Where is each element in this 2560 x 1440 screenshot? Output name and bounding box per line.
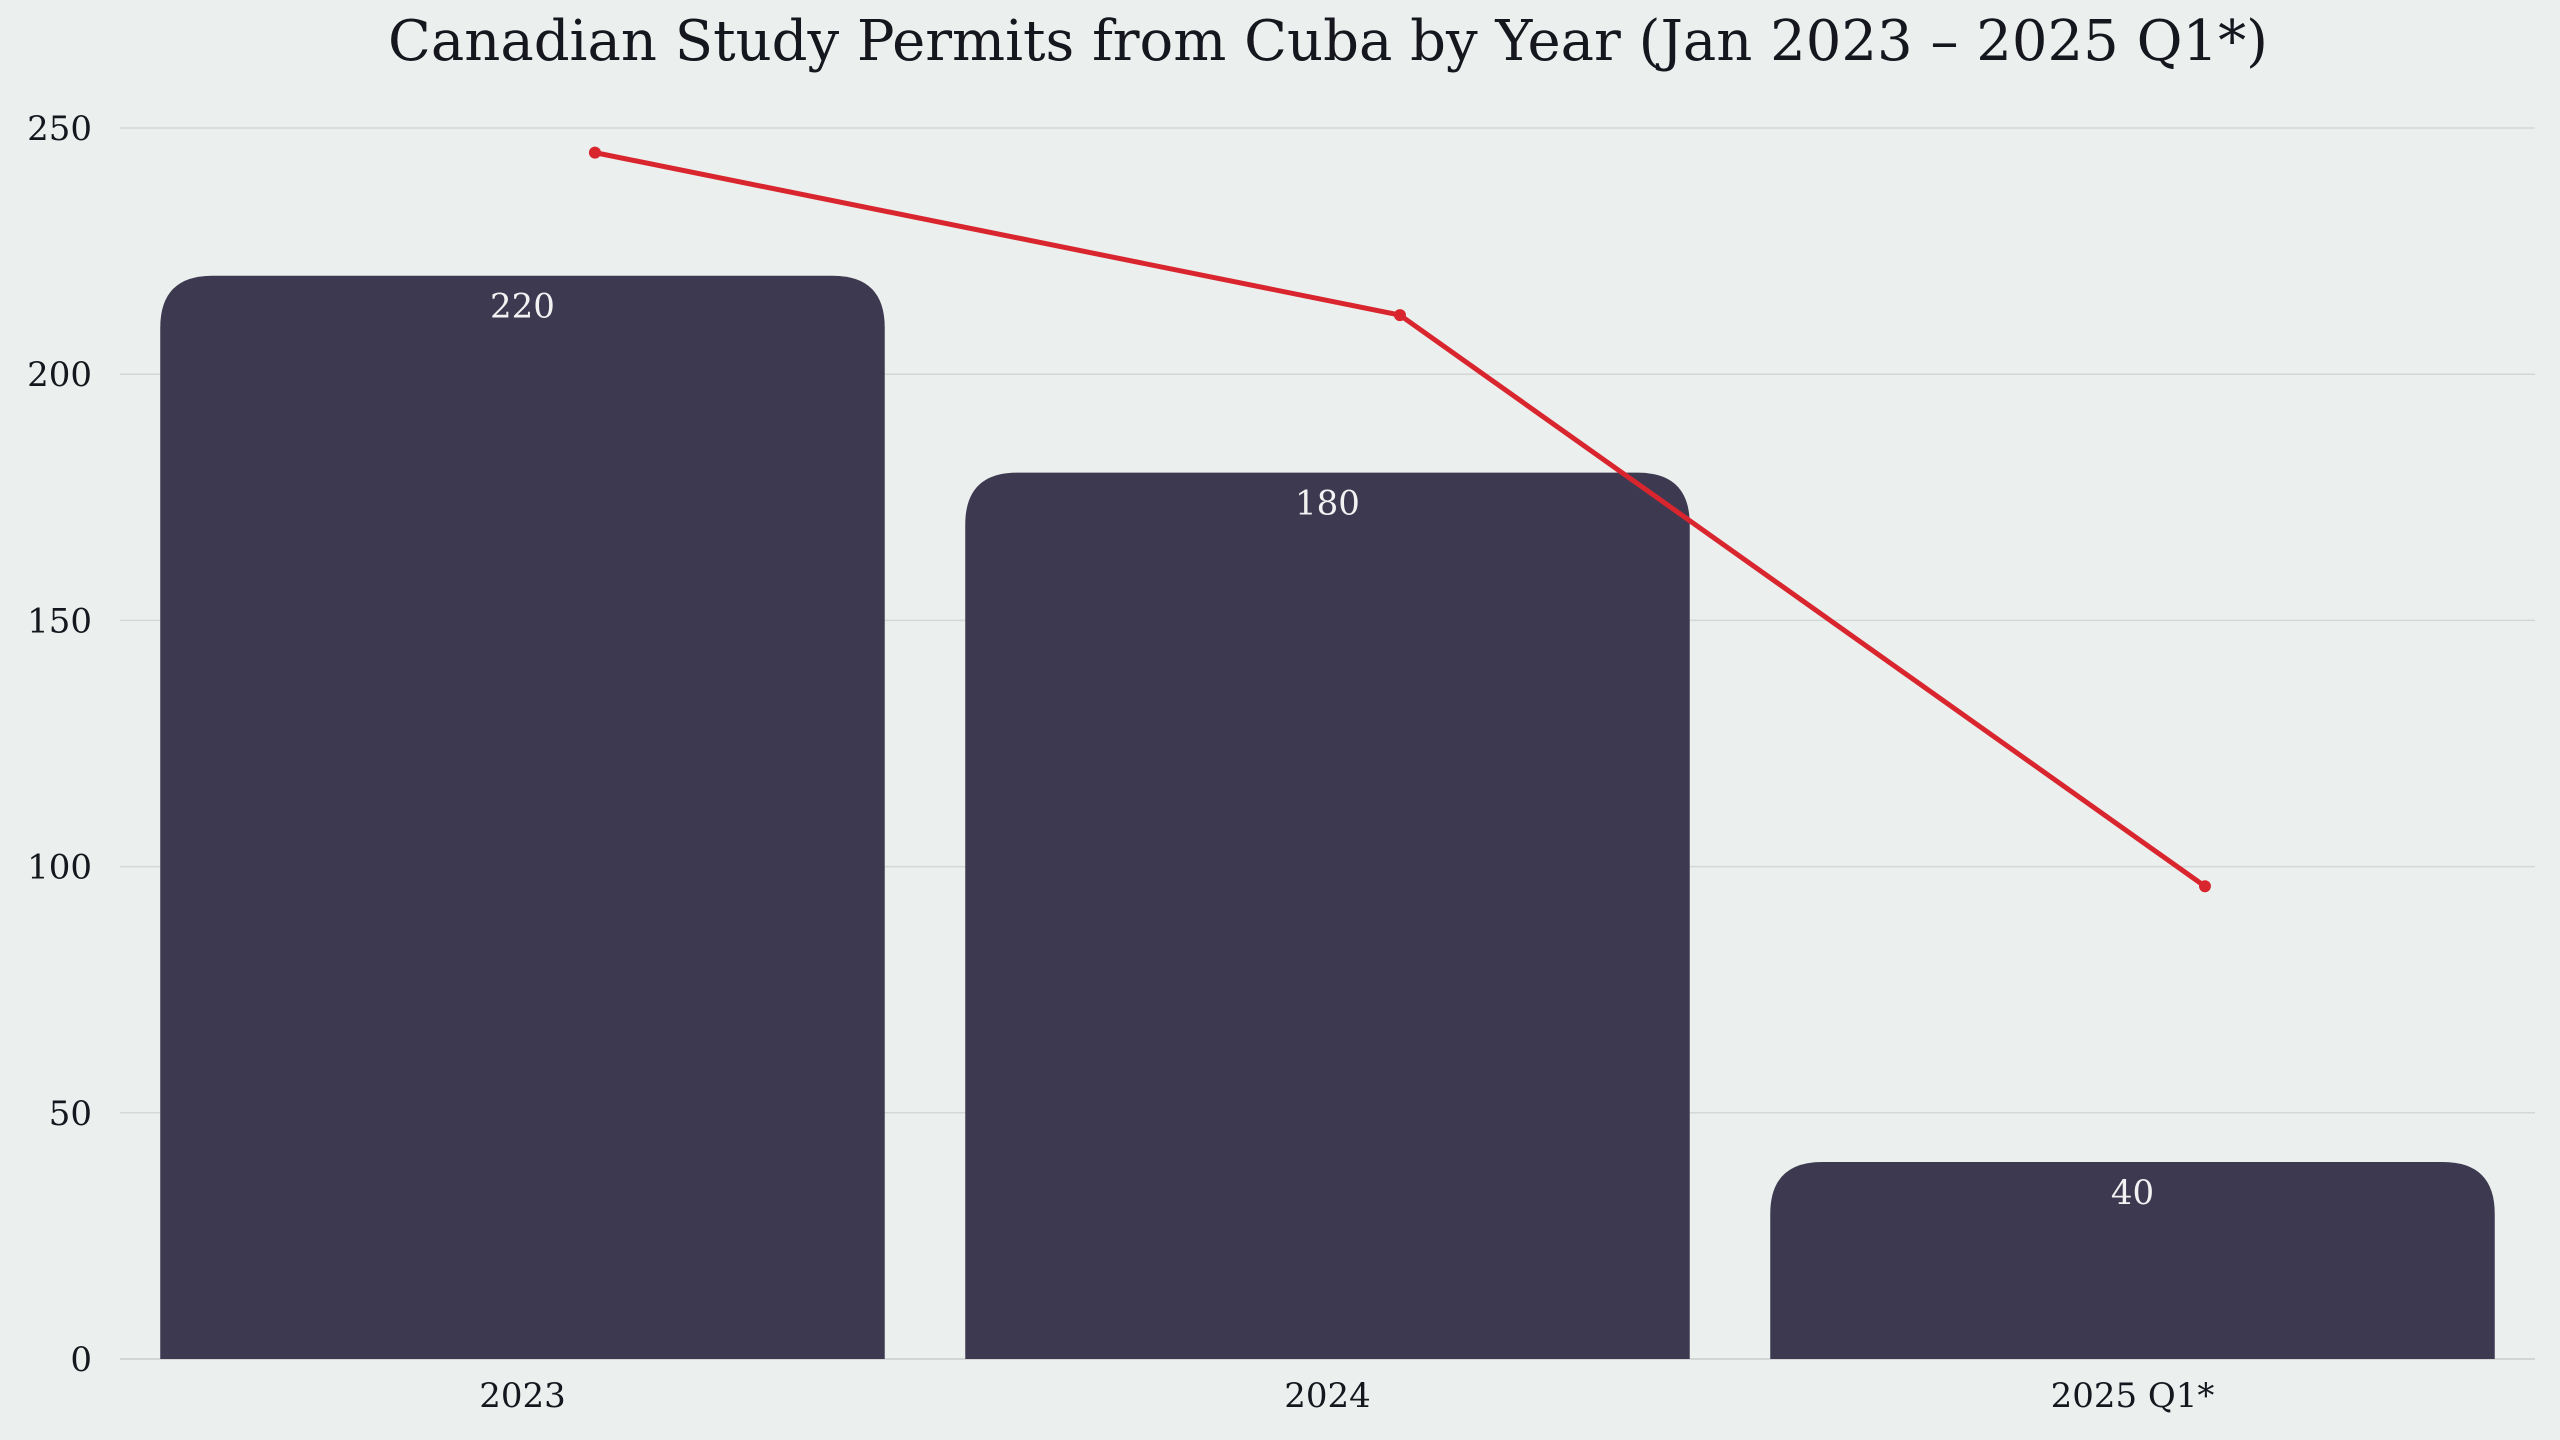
y-tick-label: 250 (27, 109, 92, 149)
chart-title: Canadian Study Permits from Cuba by Year… (388, 9, 2268, 74)
bar-value-label: 40 (2111, 1173, 2154, 1213)
y-tick-label: 100 (27, 848, 92, 888)
data-labels: 220 180 40 (490, 287, 2154, 1213)
bars (160, 275, 2495, 1360)
y-tick-label: 50 (49, 1094, 92, 1134)
y-tick-label: 150 (27, 601, 92, 641)
x-axis: 2023 2024 2025 Q1* (479, 1376, 2214, 1416)
trend-point-2 (1393, 309, 1406, 322)
x-tick-label: 2023 (479, 1376, 566, 1416)
x-tick-label: 2024 (1284, 1376, 1371, 1416)
y-axis: 0 50 100 150 200 250 (27, 109, 92, 1380)
x-tick-label: 2025 Q1* (2051, 1376, 2215, 1416)
bar-2023 (160, 275, 885, 1360)
bar-2024 (965, 472, 1690, 1359)
bar-2025-q1 (1770, 1162, 2495, 1359)
trend-point-1 (588, 146, 601, 159)
bar-value-label: 180 (1295, 484, 1360, 524)
trend-line (588, 146, 2211, 893)
bar-value-label: 220 (490, 287, 555, 327)
y-tick-label: 0 (70, 1340, 92, 1380)
y-tick-label: 200 (27, 355, 92, 395)
trend-point-3 (2198, 880, 2211, 893)
